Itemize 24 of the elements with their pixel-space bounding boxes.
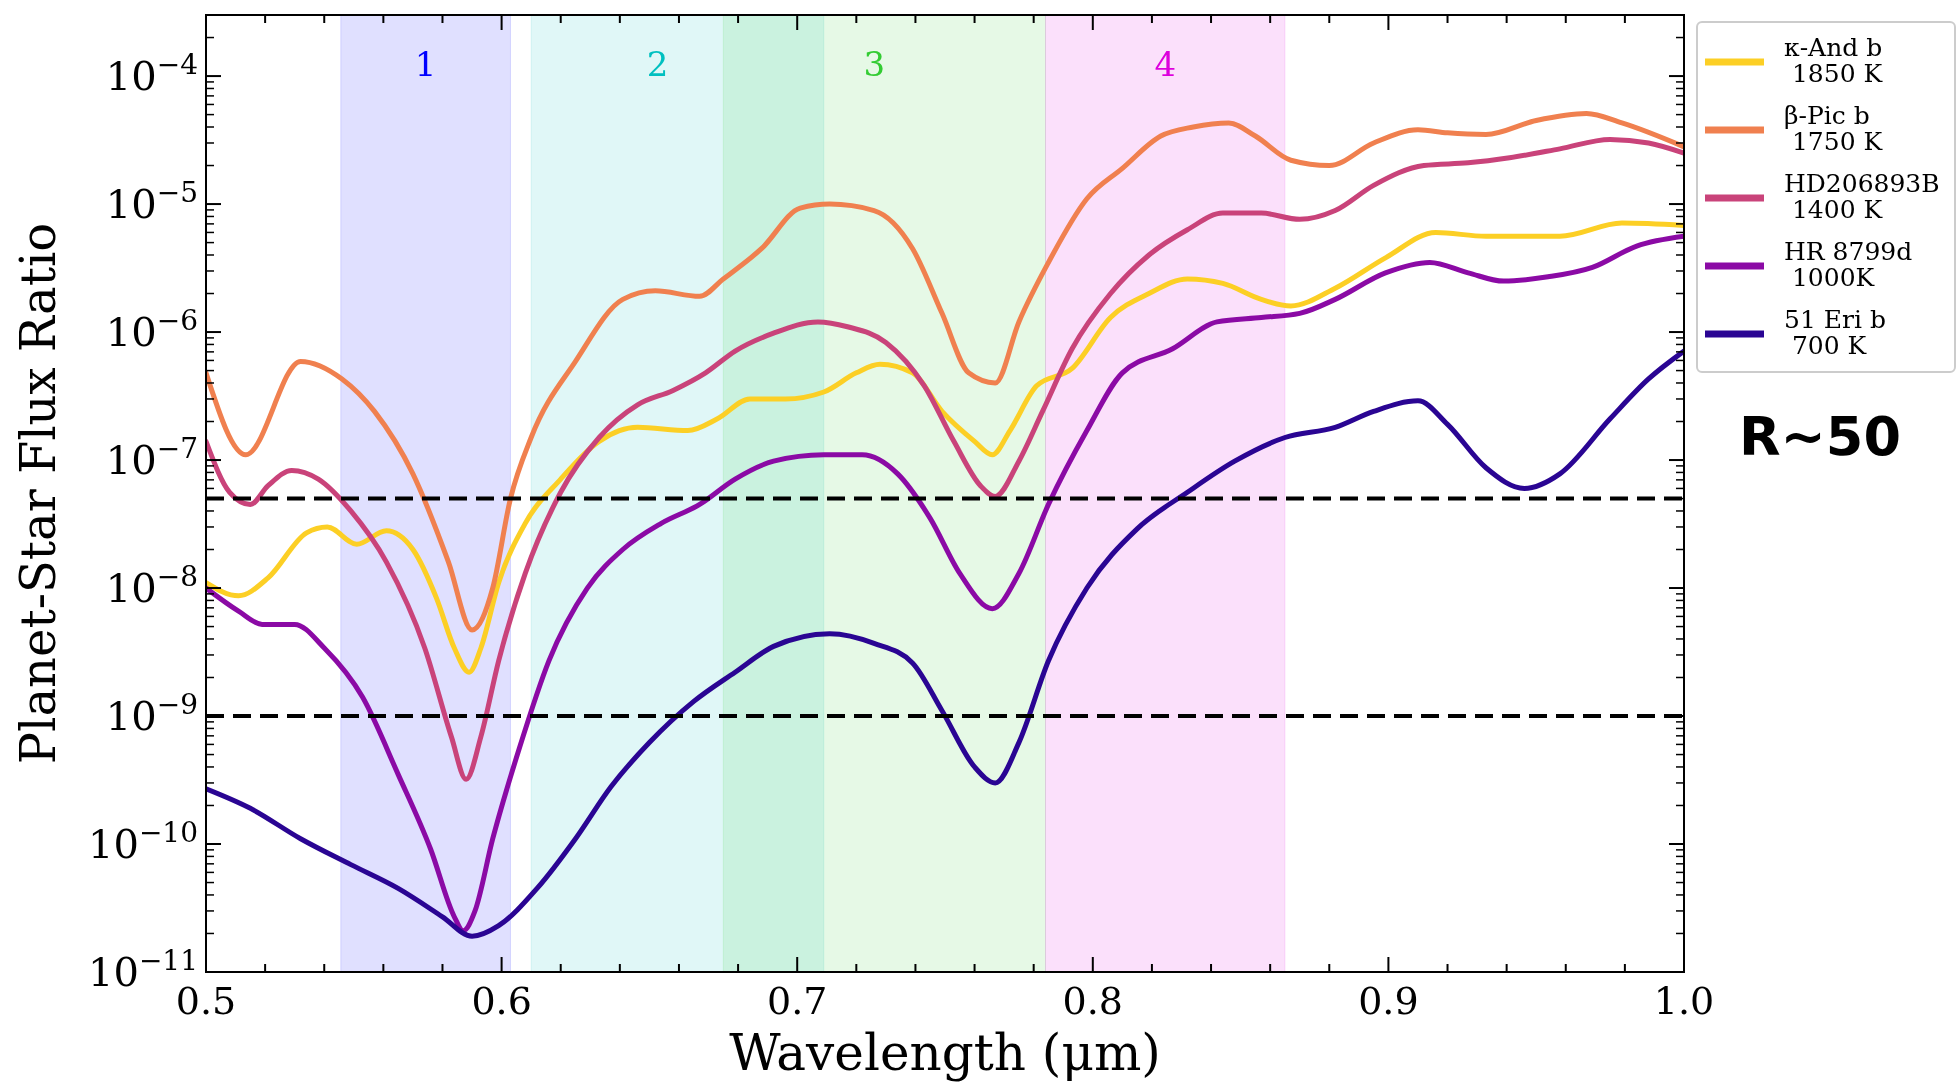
- y-tick-label: 10$^{−5}$: [105, 175, 198, 228]
- band-label: 1: [414, 44, 437, 84]
- x-tick-label: 0.7: [766, 979, 828, 1023]
- y-tick-label: 10$^{−10}$: [88, 815, 198, 868]
- x-tick-label: 1.0: [1653, 979, 1715, 1023]
- x-tick-label: 0.8: [1062, 979, 1124, 1023]
- legend-label: κ-And b 1850 K: [1784, 33, 1884, 88]
- x-axis-title: Wavelength (μm): [729, 1024, 1161, 1082]
- text: R~50: [1739, 405, 1901, 468]
- y-tick-label: 10$^{−7}$: [105, 431, 198, 484]
- band-label: 4: [1154, 44, 1177, 84]
- y-tick-label: 10$^{−9}$: [105, 687, 198, 740]
- legend-label: β-Pic b 1750 K: [1784, 101, 1884, 156]
- band-label: 3: [863, 44, 886, 84]
- band-label: 2: [646, 44, 669, 84]
- y-tick-label: 10$^{−6}$: [105, 303, 198, 356]
- legend-label: 51 Eri b 700 K: [1784, 305, 1886, 360]
- legend-label: HD206893B 1400 K: [1784, 169, 1940, 224]
- y-axis-title: Planet-Star Flux Ratio: [10, 222, 66, 765]
- x-tick-label: 0.6: [471, 979, 532, 1023]
- x-tick-label: 0.9: [1358, 979, 1419, 1023]
- legend-label: HR 8799d 1000K: [1784, 237, 1913, 292]
- y-tick-label: 10$^{−8}$: [105, 559, 198, 612]
- y-tick-label: 10$^{−4}$: [105, 47, 198, 100]
